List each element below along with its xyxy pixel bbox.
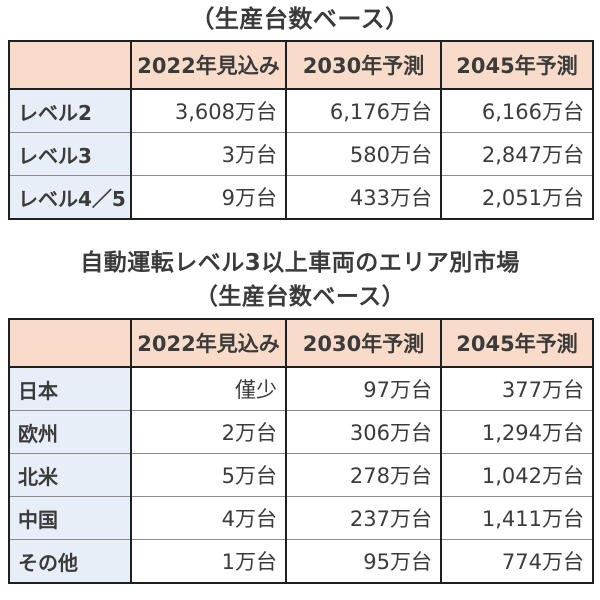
level-market-table-body: レベル2 3,608万台 6,176万台 6,166万台 レベル3 3万台 580万台 2,8… (8, 88, 593, 219)
page-title: （生産台数ベース） (190, 5, 410, 33)
table-row: 日本 僅少 97万台 377万台 (8, 366, 593, 411)
value-cell: 6,176万台 (285, 88, 441, 133)
header-cell-blank (8, 319, 131, 368)
header-cell-blank (8, 41, 131, 90)
table-row: 欧州 2万台 306万台 1,294万台 (8, 410, 593, 454)
value-cell: 278万台 (285, 453, 441, 497)
value-cell: 4万台 (130, 496, 286, 540)
value-cell: 1,294万台 (440, 410, 593, 454)
section-heading-line1: 自動運転レベル3以上車両のエリア別市場 (80, 250, 520, 276)
table-header-row: 2022年見込み 2030年予測 2045年予測 (8, 41, 593, 90)
table-row: レベル3 3万台 580万台 2,847万台 (8, 132, 593, 176)
row-label: 北米 (8, 453, 131, 497)
value-cell: 1,411万台 (440, 496, 593, 540)
value-cell: 5万台 (130, 453, 286, 497)
header-cell-2045: 2045年予測 (440, 41, 593, 90)
value-cell: 580万台 (285, 132, 441, 176)
value-cell: 6,166万台 (440, 88, 593, 133)
area-market-table: 2022年見込み 2030年予測 2045年予測 日本 僅少 97万台 377万台 欧州… (8, 318, 594, 584)
row-label: 中国 (8, 496, 131, 540)
row-label: レベル2 (8, 88, 131, 133)
area-market-table-body: 日本 僅少 97万台 377万台 欧州 2万台 306万台 1,294万台 北米 5万台 278万台… (8, 366, 593, 583)
value-cell: 1,042万台 (440, 453, 593, 497)
table-row: 北米 5万台 278万台 1,042万台 (8, 453, 593, 497)
value-cell: 774万台 (440, 539, 593, 583)
row-label: 欧州 (8, 410, 131, 454)
value-cell: 377万台 (440, 366, 593, 411)
header-cell-2022: 2022年見込み (130, 319, 286, 368)
value-cell: 433万台 (285, 175, 441, 219)
header-cell-2030: 2030年予測 (285, 319, 441, 368)
value-cell: 95万台 (285, 539, 441, 583)
table-row: レベル4／5 9万台 433万台 2,051万台 (8, 175, 593, 219)
value-cell: 僅少 (130, 366, 286, 411)
value-cell: 2,051万台 (440, 175, 593, 219)
section-heading-line2: （生産台数ベース） (194, 284, 406, 310)
value-cell: 2万台 (130, 410, 286, 454)
table-row: その他 1万台 95万台 774万台 (8, 539, 593, 583)
table-header-row: 2022年見込み 2030年予測 2045年予測 (8, 319, 593, 368)
row-label: レベル4／5 (8, 175, 131, 219)
value-cell: 1万台 (130, 539, 286, 583)
row-label: その他 (8, 539, 131, 583)
value-cell: 3,608万台 (130, 88, 286, 133)
value-cell: 9万台 (130, 175, 286, 219)
row-label: レベル3 (8, 132, 131, 176)
value-cell: 2,847万台 (440, 132, 593, 176)
header-cell-2045: 2045年予測 (440, 319, 593, 368)
value-cell: 306万台 (285, 410, 441, 454)
value-cell: 97万台 (285, 366, 441, 411)
value-cell: 3万台 (130, 132, 286, 176)
level-market-table: 2022年見込み 2030年予測 2045年予測 レベル2 3,608万台 6,17… (8, 40, 594, 220)
table-row: 中国 4万台 237万台 1,411万台 (8, 496, 593, 540)
section-heading: 自動運転レベル3以上車両のエリア別市場 （生産台数ベース） (0, 246, 600, 314)
row-label: 日本 (8, 366, 131, 411)
value-cell: 237万台 (285, 496, 441, 540)
header-cell-2022: 2022年見込み (130, 41, 286, 90)
table-row: レベル2 3,608万台 6,176万台 6,166万台 (8, 88, 593, 133)
header-cell-2030: 2030年予測 (285, 41, 441, 90)
